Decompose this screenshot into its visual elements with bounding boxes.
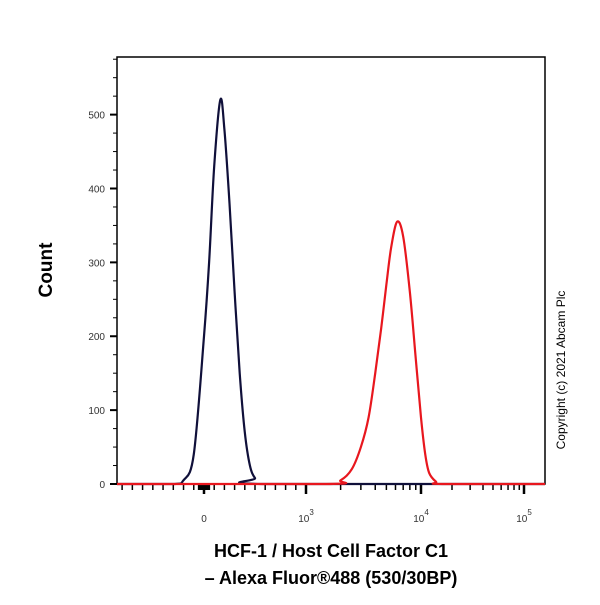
x-tick-exponent: 3 xyxy=(309,508,314,517)
x-axis-label-line1: HCF-1 / Host Cell Factor C1 xyxy=(214,541,448,561)
series-line-1 xyxy=(116,97,545,486)
x-tick-exponent: 4 xyxy=(424,508,429,517)
y-axis: 0 100 200 300 400 500 xyxy=(88,58,117,491)
y-tick-label: 400 xyxy=(88,184,105,195)
y-axis-label: Count xyxy=(36,242,57,298)
x-tick-label: 104 xyxy=(413,508,429,525)
y-tick-label: 0 xyxy=(99,480,105,491)
y-tick-label: 500 xyxy=(88,111,105,122)
x-tick-label: 103 xyxy=(298,508,314,525)
series-line-2 xyxy=(116,220,545,486)
plot-frame xyxy=(116,56,546,485)
copyright-text: Copyright (c) 2021 Abcam Plc xyxy=(554,291,568,450)
x-tick-label: 0 xyxy=(201,514,207,525)
y-tick-label: 200 xyxy=(88,332,105,343)
x-tick-label: 105 xyxy=(516,508,532,525)
y-tick-label: 300 xyxy=(88,258,105,269)
x-axis: 0 103 104 105 xyxy=(121,484,532,525)
x-zero-tick-cluster xyxy=(197,485,211,490)
y-tick-label: 100 xyxy=(88,406,105,417)
x-tick-exponent: 5 xyxy=(527,508,532,517)
x-axis-label-line2: – Alexa Fluor®488 (530/30BP) xyxy=(205,568,458,588)
series-group xyxy=(116,97,545,486)
